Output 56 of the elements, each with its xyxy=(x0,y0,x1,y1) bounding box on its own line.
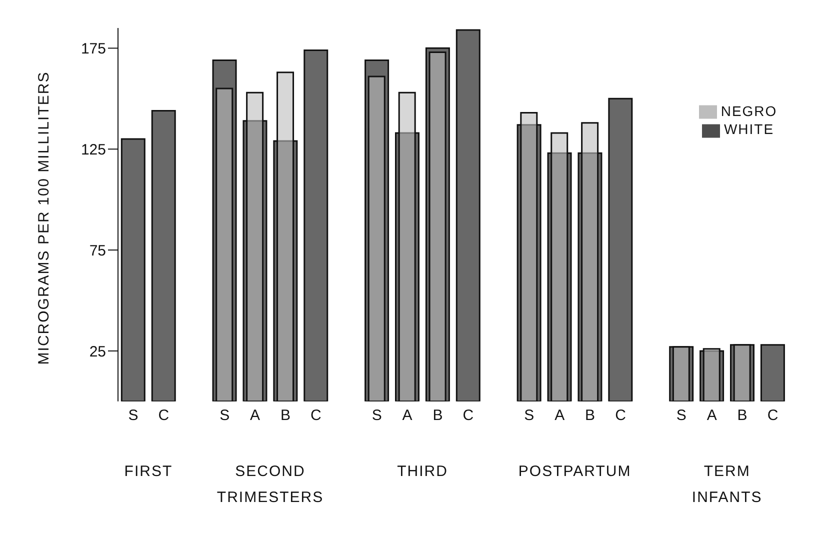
y-tick-label: 125 xyxy=(80,141,106,158)
text: POSTPARTUM xyxy=(518,463,632,480)
bar xyxy=(516,124,542,402)
bar xyxy=(212,60,237,402)
bar xyxy=(242,120,268,402)
text: TERM INFANTS xyxy=(692,463,762,506)
x-tick-label: A xyxy=(554,407,565,424)
x-tick-label: S xyxy=(372,407,382,424)
x-tick-label: C xyxy=(615,407,626,424)
bar xyxy=(702,348,720,402)
bar xyxy=(276,72,294,402)
y-tick-label: 175 xyxy=(80,40,106,58)
bar xyxy=(364,60,390,402)
bar xyxy=(368,76,386,402)
bar xyxy=(520,112,538,402)
x-tick-label: A xyxy=(250,407,260,424)
legend-label: WHITE xyxy=(724,121,774,138)
bar xyxy=(120,138,146,402)
y-tick-label: 75 xyxy=(89,242,106,260)
bar xyxy=(608,98,633,402)
x-tick-label: S xyxy=(220,407,230,424)
bar xyxy=(760,344,785,402)
x-tick-label: B xyxy=(585,407,596,424)
bar xyxy=(425,47,450,402)
bar xyxy=(394,132,420,402)
text: SECOND TRIMESTERS xyxy=(216,463,324,506)
bar xyxy=(398,92,416,402)
y-tick-label: 25 xyxy=(89,343,106,360)
bar xyxy=(246,92,264,402)
x-tick-label: B xyxy=(432,407,443,424)
bar xyxy=(273,140,298,402)
bar xyxy=(216,88,234,402)
x-tick-label: S xyxy=(676,407,686,424)
bar xyxy=(151,110,176,402)
x-tick-label: C xyxy=(462,407,474,424)
bar xyxy=(550,132,568,402)
x-tick-label: S xyxy=(128,407,138,424)
legend-label: NEGRO xyxy=(720,103,778,119)
bar xyxy=(581,122,599,402)
bar xyxy=(547,152,572,402)
bar xyxy=(304,49,328,402)
text: THIRD xyxy=(397,463,448,480)
x-tick-label: B xyxy=(280,407,291,424)
x-tick-label: C xyxy=(158,407,170,424)
x-tick-label: S xyxy=(524,407,534,424)
x-tick-label: A xyxy=(402,407,412,424)
bar xyxy=(700,350,724,402)
y-axis-title: MICROGRAMS PER 100 MILLILITERS xyxy=(35,71,52,365)
bar xyxy=(456,29,480,402)
x-tick-label: A xyxy=(706,407,717,424)
text: FIRST xyxy=(124,463,173,480)
x-tick-label: C xyxy=(767,407,778,424)
bar xyxy=(578,152,602,402)
bar xyxy=(669,346,694,402)
x-tick-label: B xyxy=(737,407,748,424)
x-tick-label: C xyxy=(310,407,322,424)
